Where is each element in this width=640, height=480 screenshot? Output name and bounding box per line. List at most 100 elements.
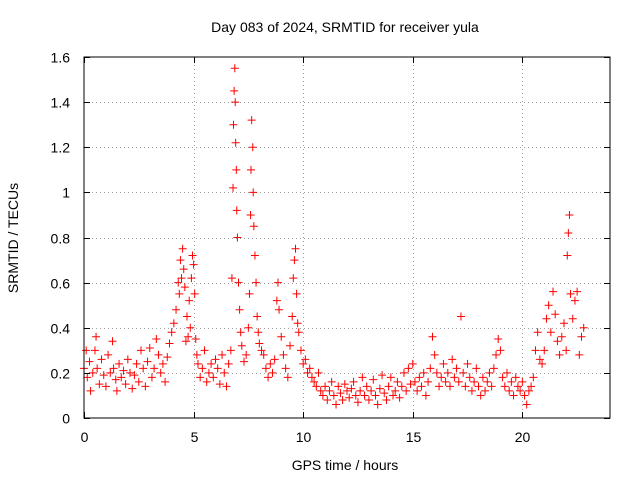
data-point	[432, 368, 441, 377]
data-point	[291, 244, 300, 253]
data-point	[248, 143, 257, 152]
data-point	[301, 355, 310, 364]
y-tick-label: 0.8	[51, 231, 71, 247]
data-point	[327, 377, 336, 386]
data-point	[483, 377, 492, 386]
data-point	[139, 364, 148, 373]
data-point	[154, 350, 163, 359]
data-point	[218, 350, 227, 359]
data-point	[288, 312, 297, 321]
data-point	[92, 332, 101, 341]
data-point	[570, 296, 579, 305]
data-point	[184, 332, 193, 341]
data-point	[181, 337, 190, 346]
data-point	[413, 386, 422, 395]
data-point	[310, 377, 319, 386]
data-point	[343, 386, 351, 395]
data-point	[334, 382, 343, 391]
data-point	[509, 391, 518, 400]
data-point	[244, 323, 253, 332]
data-point	[421, 391, 430, 400]
data-point	[415, 373, 424, 382]
data-point	[485, 368, 494, 377]
data-point	[82, 346, 91, 355]
data-point	[430, 350, 439, 359]
data-point	[305, 364, 314, 373]
data-point	[156, 368, 165, 377]
data-point	[229, 183, 238, 192]
data-point	[259, 350, 268, 359]
data-point	[419, 368, 428, 377]
data-point	[448, 355, 457, 364]
data-point	[174, 278, 183, 287]
data-point	[294, 328, 303, 337]
data-point	[192, 350, 201, 359]
data-point	[492, 350, 501, 359]
data-point	[88, 368, 97, 377]
data-point	[478, 373, 487, 382]
data-point	[391, 386, 400, 395]
data-point	[307, 373, 316, 382]
data-point	[358, 373, 367, 382]
data-point	[233, 233, 242, 242]
data-point	[562, 346, 571, 355]
data-point	[147, 373, 156, 382]
data-point	[439, 359, 448, 368]
data-point	[257, 346, 266, 355]
data-point	[261, 364, 270, 373]
data-point	[227, 274, 236, 283]
data-point	[178, 244, 187, 253]
data-point	[109, 364, 118, 373]
data-point	[187, 274, 196, 283]
data-point	[443, 368, 452, 377]
data-point	[202, 377, 211, 386]
data-point	[575, 350, 584, 359]
data-point	[209, 373, 218, 382]
data-point	[424, 377, 433, 386]
data-point	[163, 353, 172, 362]
data-point	[126, 368, 135, 377]
y-tick-label: 1	[62, 185, 70, 201]
data-point	[220, 368, 229, 377]
x-axis-label: GPS time / hours	[292, 457, 399, 473]
data-point	[349, 377, 358, 386]
data-point	[273, 278, 282, 287]
data-point	[196, 373, 205, 382]
data-point	[524, 386, 533, 395]
data-point	[189, 260, 198, 269]
data-point	[364, 395, 373, 404]
data-point	[472, 364, 481, 373]
data-point	[456, 312, 465, 321]
data-point	[494, 335, 503, 344]
data-point	[474, 382, 483, 391]
data-point	[529, 373, 538, 382]
data-point	[252, 278, 261, 287]
data-point	[454, 377, 463, 386]
data-point	[518, 377, 527, 386]
data-point	[143, 357, 152, 366]
data-point	[563, 251, 572, 260]
x-tick-labels: 0 5 10 15 20	[81, 429, 531, 445]
data-point	[185, 296, 194, 305]
data-point	[95, 380, 104, 389]
data-point	[553, 337, 562, 346]
data-point	[555, 350, 564, 359]
data-point	[293, 319, 302, 328]
data-point	[150, 364, 159, 373]
data-point	[367, 386, 376, 395]
x-tick-label: 20	[515, 429, 531, 445]
x-tick-label: 10	[296, 429, 312, 445]
data-point	[441, 377, 450, 386]
data-point	[213, 364, 222, 373]
data-point	[467, 386, 476, 395]
data-point	[249, 188, 258, 197]
data-point	[465, 373, 474, 382]
data-point	[183, 312, 192, 321]
data-point	[426, 364, 435, 373]
data-point	[461, 382, 470, 391]
data-point	[237, 341, 246, 350]
data-point	[498, 373, 507, 382]
data-point	[83, 373, 92, 382]
data-point	[224, 359, 233, 368]
